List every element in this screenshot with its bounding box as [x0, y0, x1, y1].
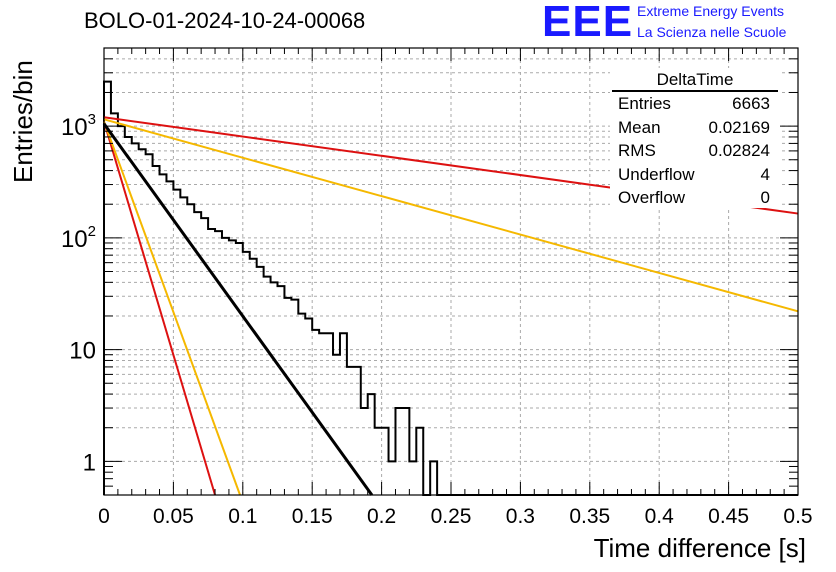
x-tick-label: 0.25: [431, 505, 472, 528]
fit-line: [103, 118, 799, 313]
x-axis-label: Time difference [s]: [593, 533, 806, 563]
y-tick-label: 1: [83, 449, 96, 476]
stats-label: Mean: [618, 117, 661, 137]
x-tick-label: 0.35: [569, 505, 610, 528]
fit-line: [102, 122, 374, 496]
x-tick-label: 0.05: [153, 505, 194, 528]
stats-title: DeltaTime: [612, 70, 778, 92]
eee-logo: EEE: [542, 0, 634, 46]
stats-value: 0.02169: [708, 117, 770, 137]
plot-title: BOLO-01-2024-10-24-00068: [84, 8, 366, 33]
fit-line: [103, 121, 241, 496]
stats-box: DeltaTime Entries 6663 Mean 0.02169 RMS …: [612, 70, 778, 210]
stats-row: Entries 6663: [612, 92, 778, 116]
x-tick-label: 0.15: [292, 505, 333, 528]
stats-value: 6663: [732, 94, 770, 113]
x-tick-label: 0.2: [367, 505, 396, 528]
stats-label: RMS: [618, 141, 656, 160]
x-tick-label: 0.4: [645, 505, 675, 528]
stats-label: Underflow: [618, 164, 695, 184]
y-tick-label: 103: [61, 111, 96, 141]
stats-row: RMS 0.02824: [612, 139, 778, 163]
x-tick-label: 0.45: [708, 505, 749, 528]
stats-value: 4: [760, 164, 770, 184]
stats-label: Entries: [618, 94, 671, 113]
stats-label: Overflow: [618, 188, 686, 207]
y-tick-label: 102: [61, 223, 96, 253]
stats-row: Underflow 4: [612, 163, 778, 187]
stats-value: 0.02824: [708, 141, 770, 160]
x-tick-label: 0.3: [506, 505, 535, 528]
stats-row: Mean 0.02169: [612, 116, 778, 140]
y-axis-label: Entries/bin: [8, 60, 38, 183]
x-tick-label: 0: [98, 505, 110, 528]
brand-line-1: Extreme Energy Events: [637, 3, 785, 19]
x-tick-label: 0.5: [783, 505, 812, 528]
stats-value: 0: [760, 188, 770, 207]
brand-line-2: La Scienza nelle Scuole: [637, 24, 787, 40]
stats-row: Overflow 0: [612, 186, 778, 210]
y-tick-label: 10: [69, 338, 96, 365]
x-tick-label: 0.1: [228, 505, 257, 528]
fit-line: [103, 121, 216, 496]
